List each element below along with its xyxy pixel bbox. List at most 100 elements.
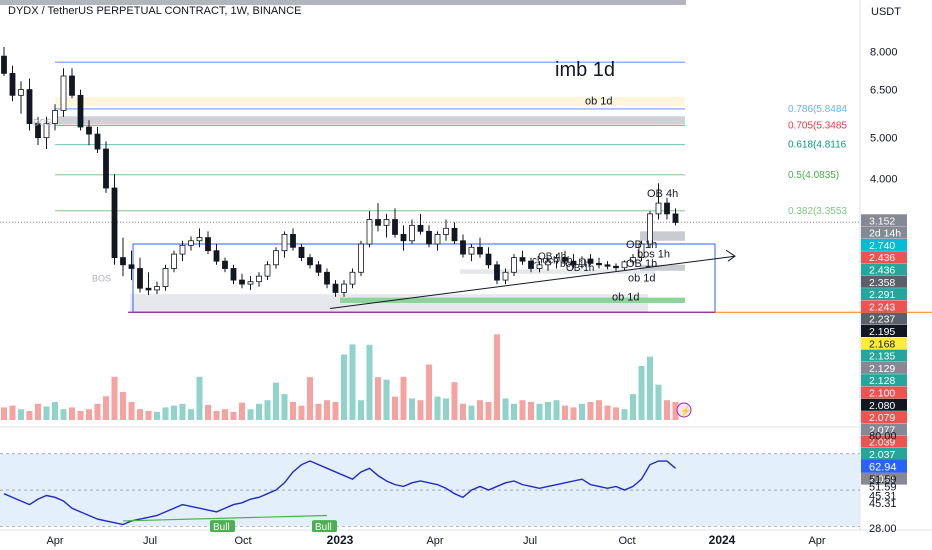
volume-bar xyxy=(596,400,602,420)
price-badge xyxy=(861,275,907,288)
volume-bar xyxy=(443,398,449,420)
candle-body xyxy=(341,283,347,293)
price-badge-label: 2d 14h xyxy=(869,228,901,240)
candle-body xyxy=(69,75,75,96)
candle-body xyxy=(638,243,645,258)
volume-bar xyxy=(655,384,662,420)
candle-body xyxy=(664,202,670,215)
top-bar xyxy=(0,0,686,5)
annotation-label: ob 1d xyxy=(628,273,656,285)
candle-body xyxy=(230,268,237,281)
x-tick-label: Apr xyxy=(426,535,443,547)
price-badge-label: 2.079 xyxy=(869,412,895,424)
candle-body xyxy=(426,230,432,245)
volume-bar xyxy=(256,403,262,420)
price-badge xyxy=(861,238,907,251)
price-badge xyxy=(861,386,907,399)
x-tick-label: Oct xyxy=(618,535,635,547)
rsi-tick-label: 45.31 xyxy=(869,491,897,503)
price-badge-label: 2.100 xyxy=(869,387,895,399)
x-tick-label: Jul xyxy=(523,535,537,547)
volume-bar xyxy=(570,407,577,420)
fib-label: 0.5(4.0835) xyxy=(788,170,839,181)
volume-bar xyxy=(60,409,67,420)
candle-body xyxy=(256,275,262,283)
volume-bar xyxy=(579,403,585,420)
price-badge-label: 2.740 xyxy=(869,240,895,252)
volume-bar xyxy=(43,406,50,420)
candle-body xyxy=(587,258,594,264)
price-badge xyxy=(861,374,907,387)
rsi-tick-label: 51.59 xyxy=(869,474,897,486)
price-badge xyxy=(861,423,907,436)
candle-body xyxy=(358,243,364,273)
bull-divergence-line xyxy=(122,514,328,522)
price-badge xyxy=(861,349,907,362)
rsi-tick-label: 80.00 xyxy=(869,431,897,443)
volume-bar xyxy=(621,409,628,420)
price-badge xyxy=(861,263,907,276)
price-badge-label: 2.031 xyxy=(869,474,895,486)
annotation-label: choch 1h xyxy=(532,255,573,266)
volume-bar xyxy=(672,402,679,420)
volume-bar xyxy=(587,402,594,420)
candle-body xyxy=(137,268,143,289)
price-badge xyxy=(861,472,907,485)
candle-body xyxy=(528,260,534,269)
candle-body xyxy=(103,148,109,189)
currency-label[interactable]: USDT xyxy=(871,6,901,18)
rsi-tick-label: 51.59 xyxy=(869,481,897,493)
zone-mid-gray xyxy=(460,269,655,274)
volume-bar xyxy=(536,403,543,420)
candle-body xyxy=(621,261,628,269)
candle-body xyxy=(324,271,330,285)
volume-bar xyxy=(477,400,483,420)
volume-bar xyxy=(349,344,356,420)
volume-bar xyxy=(426,364,432,420)
volume-bar xyxy=(247,409,254,420)
volume-bar xyxy=(375,377,381,420)
rsi-current-label: 62.94 xyxy=(869,462,897,474)
volume-bar xyxy=(230,411,237,420)
candle-body xyxy=(332,283,339,293)
zone-ob-1d-top xyxy=(55,116,685,125)
candle-body xyxy=(570,260,577,266)
price-badge-label: 2.436 xyxy=(869,264,895,276)
volume-bar xyxy=(264,400,271,420)
candle-body xyxy=(366,219,373,245)
candle-body xyxy=(154,286,160,291)
candle-body xyxy=(188,240,194,246)
volume-bar xyxy=(188,409,194,420)
price-badge-label: 2.237 xyxy=(869,314,895,326)
annotation-label: BOS xyxy=(92,274,111,284)
price-badge xyxy=(861,361,907,374)
price-badge xyxy=(861,435,907,448)
volume-bar xyxy=(485,402,492,420)
candle-body xyxy=(443,227,449,235)
price-badge xyxy=(861,226,907,239)
candle-body xyxy=(511,257,517,273)
annotation-label: OB 4h xyxy=(647,188,678,200)
price-badge-label: 2.039 xyxy=(869,437,895,449)
volume-bar xyxy=(26,411,33,420)
volume-bar xyxy=(18,409,24,420)
volume-bar xyxy=(553,400,560,420)
candle-body xyxy=(383,219,390,226)
fib-label: 0.705(5.3485 xyxy=(788,120,847,131)
price-badge-label: 2.077 xyxy=(869,424,895,436)
volume-bar xyxy=(1,407,7,420)
fib-label: 0.786(5.8484 xyxy=(788,104,847,115)
price-tick-label: 5.000 xyxy=(870,133,898,145)
volume-bar xyxy=(86,409,92,420)
volume-bar xyxy=(154,411,160,420)
lightning-glyph: ⚡ xyxy=(680,405,691,417)
price-badge-label: 3.152 xyxy=(869,215,895,227)
price-badge-label: 2.436 xyxy=(869,252,895,264)
volume-bar xyxy=(239,402,245,420)
volume-bar xyxy=(307,377,313,420)
volume-bar xyxy=(519,400,526,420)
fib-label: 0.618(4.8116 xyxy=(788,140,847,151)
volume-bar xyxy=(77,411,84,420)
bull-label: Bull xyxy=(213,522,230,533)
